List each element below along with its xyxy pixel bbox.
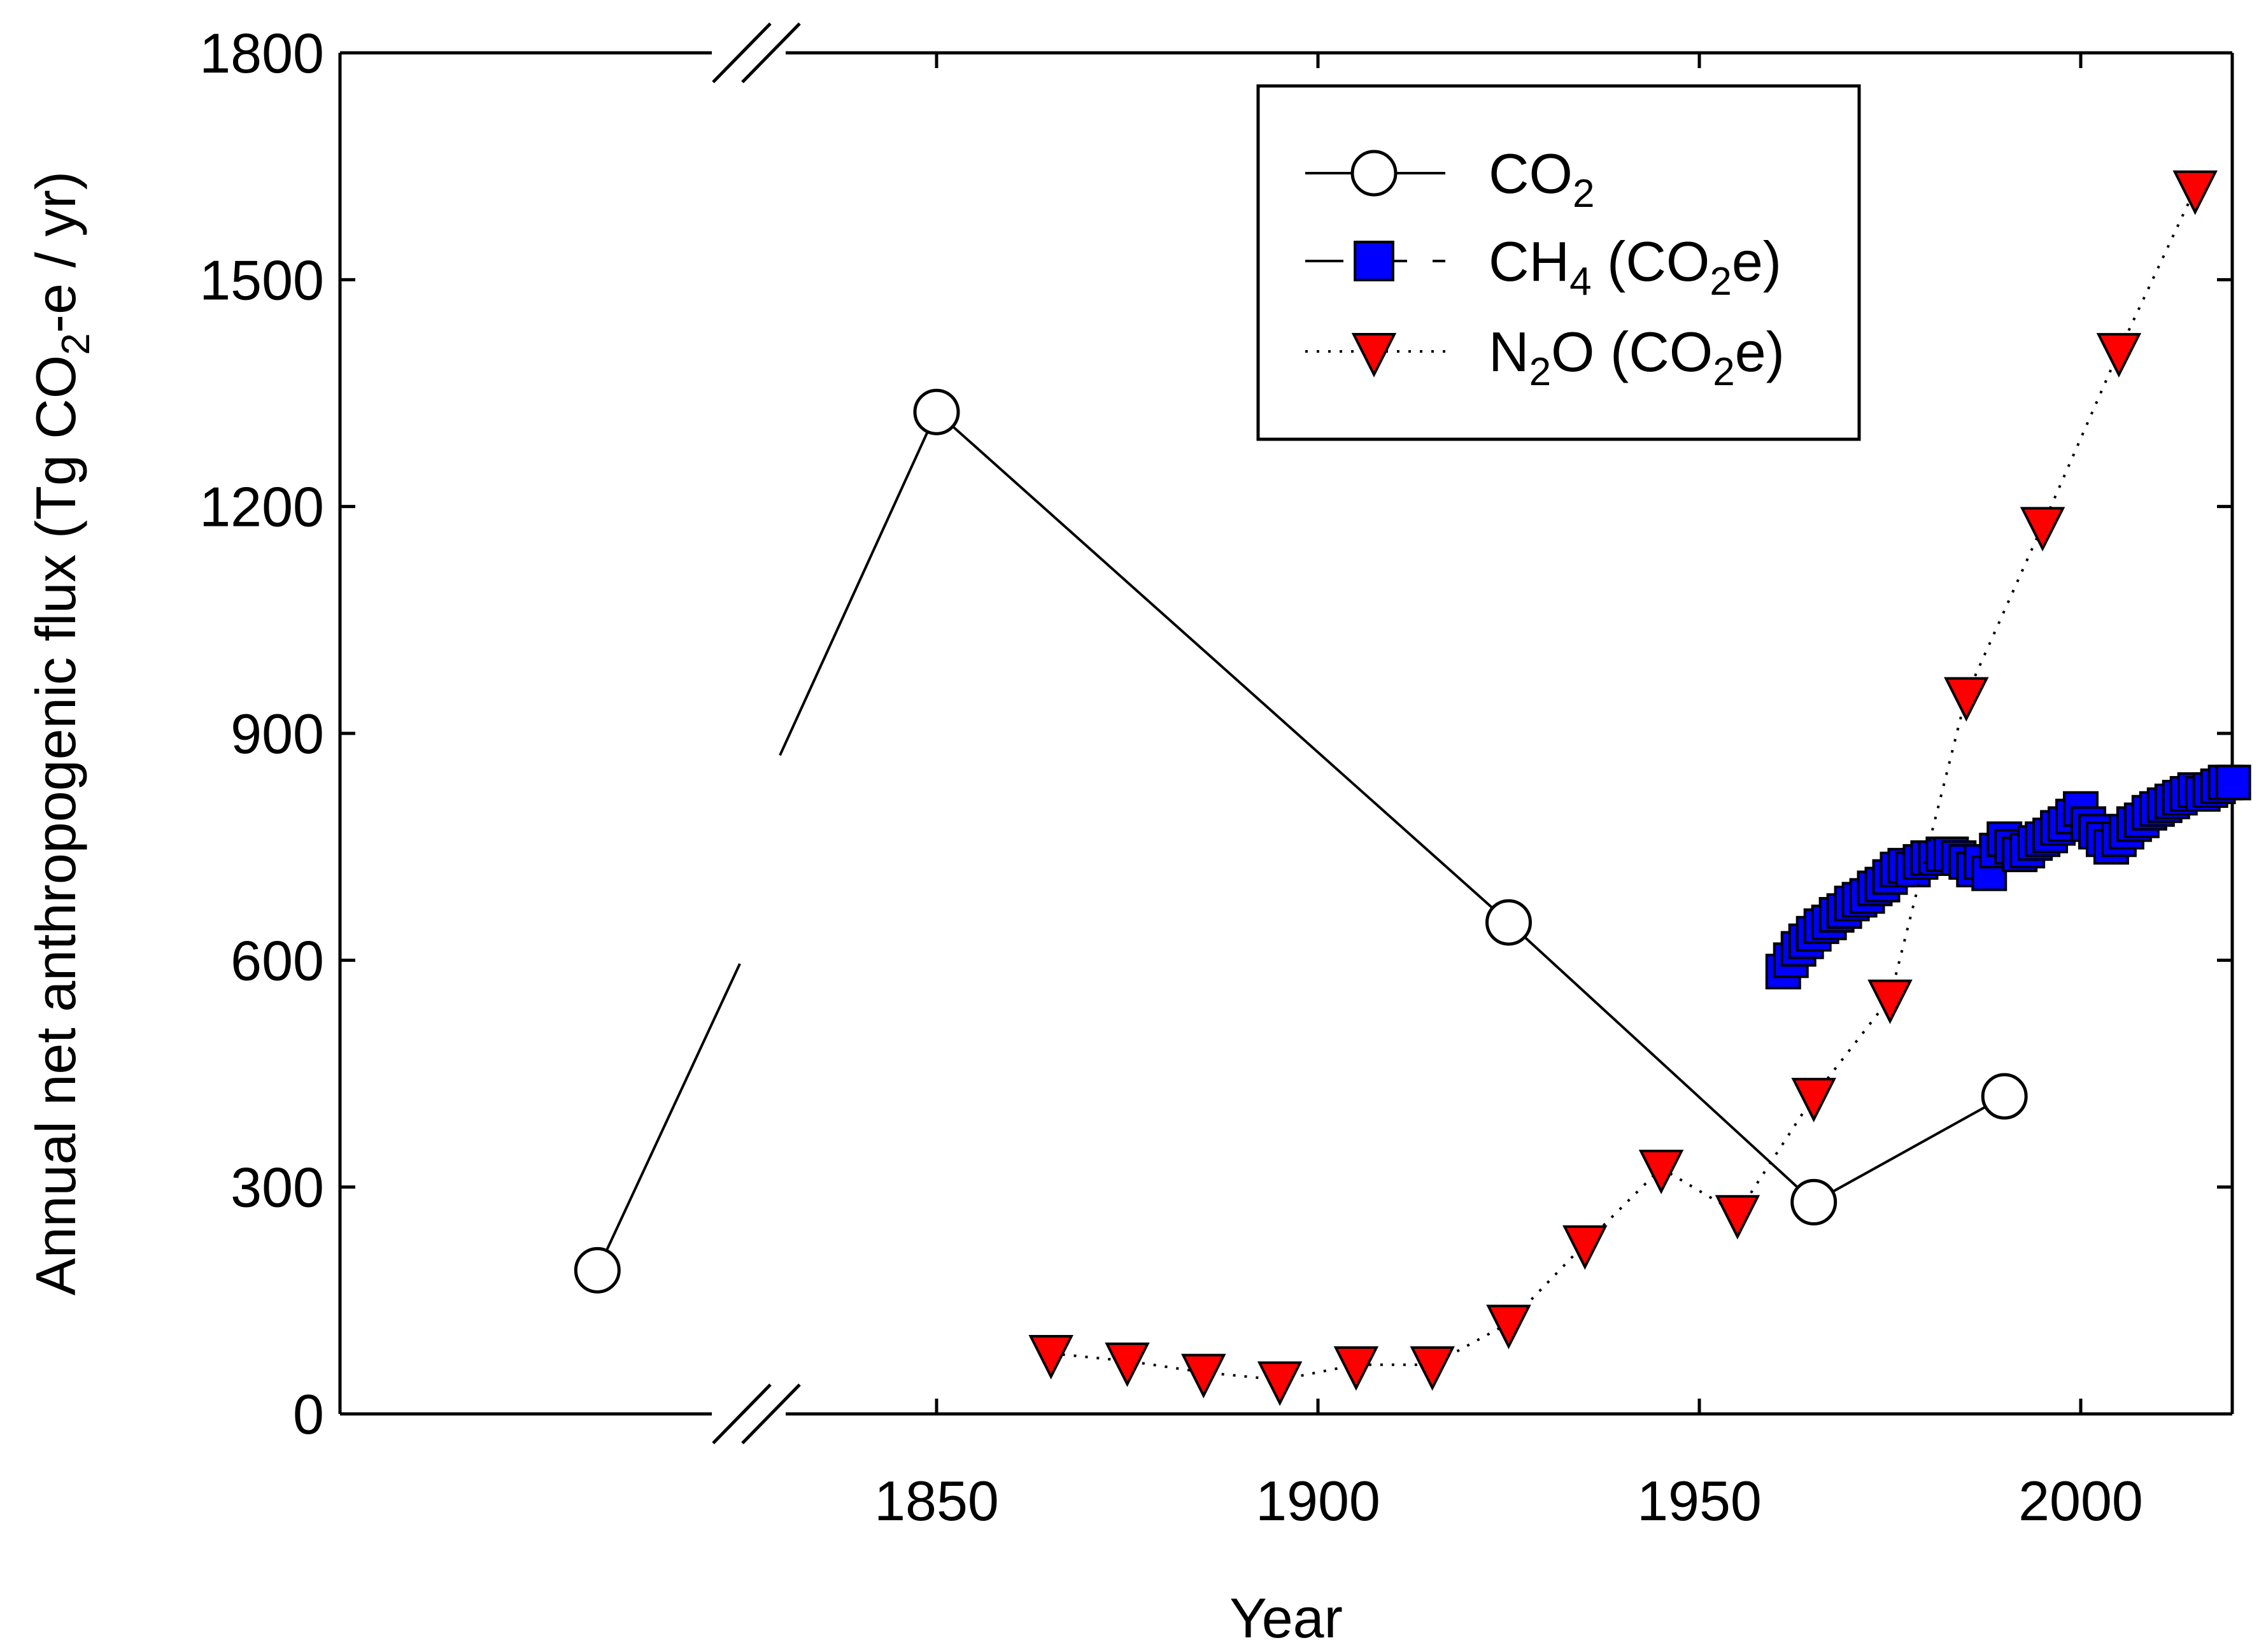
axes: 0 300 600 900 1200 1500 1800 1850 1900 1950 2000 Ye… — [24, 22, 2234, 1649]
series — [574, 170, 2251, 1406]
y-tick-label: 600 — [230, 929, 324, 992]
data-point — [1485, 899, 1532, 946]
data-point — [1790, 1178, 1838, 1225]
x-tick-label: 1950 — [1637, 1469, 1762, 1532]
axis-break-mark-top-2 — [741, 22, 801, 83]
co2-line-segment — [596, 963, 741, 1271]
data-point — [1791, 1078, 1836, 1123]
data-point — [1867, 979, 1913, 1024]
data-point — [2096, 333, 2142, 378]
y-tick-label: 0 — [293, 1383, 324, 1446]
data-point — [2020, 507, 2065, 552]
legend-label: CH4 (CO2e) — [1489, 230, 1781, 304]
legend-marker — [1350, 150, 1398, 197]
x-axis-title: Year — [1229, 1586, 1343, 1649]
x-tick-label: 2000 — [2018, 1469, 2143, 1532]
data-point — [1562, 1225, 1608, 1270]
y-tick-label: 1500 — [199, 248, 324, 311]
axis-break-mark-bottom-1 — [712, 1383, 772, 1444]
legend-marker — [1351, 333, 1397, 378]
series-ch4 — [1765, 765, 2251, 990]
axis-break-mark-bottom-2 — [741, 1383, 801, 1444]
data-point — [913, 388, 960, 435]
data-point — [1028, 1334, 1073, 1380]
legend-label: CO2 — [1489, 142, 1594, 216]
data-point — [1981, 1073, 2028, 1120]
y-tick-label: 900 — [230, 702, 324, 765]
data-point — [1257, 1361, 1303, 1406]
data-point — [2172, 170, 2218, 215]
x-tick-label: 1900 — [1256, 1469, 1380, 1532]
data-point — [1715, 1195, 1760, 1240]
data-point — [1333, 1346, 1379, 1391]
data-point — [1486, 1304, 1531, 1350]
axis-break-mark-top-1 — [712, 22, 772, 83]
data-point — [2215, 765, 2251, 801]
co2-line-segment — [779, 411, 938, 756]
legend-marker — [1354, 241, 1394, 281]
series-co2 — [574, 388, 2028, 1294]
data-point — [1944, 677, 1989, 722]
data-point — [1181, 1353, 1226, 1399]
co2-line — [935, 411, 2006, 1204]
data-point — [1105, 1342, 1150, 1387]
legend: CO2 CH4 (CO2e) N2O (CO2e) — [1256, 84, 1861, 441]
data-point — [1638, 1149, 1684, 1194]
series-n2o — [1028, 170, 2218, 1406]
legend-label: N2O (CO2e) — [1489, 320, 1785, 394]
y-tick-label: 300 — [230, 1156, 324, 1219]
y-tick-label: 1800 — [199, 22, 324, 85]
x-tick-label: 1850 — [874, 1469, 999, 1532]
data-point — [1410, 1346, 1455, 1391]
y-tick-label: 1200 — [199, 476, 324, 539]
y-axis-title: Annual net anthropogenic flux (Tg CO2-e … — [24, 171, 98, 1295]
data-point — [574, 1246, 621, 1294]
